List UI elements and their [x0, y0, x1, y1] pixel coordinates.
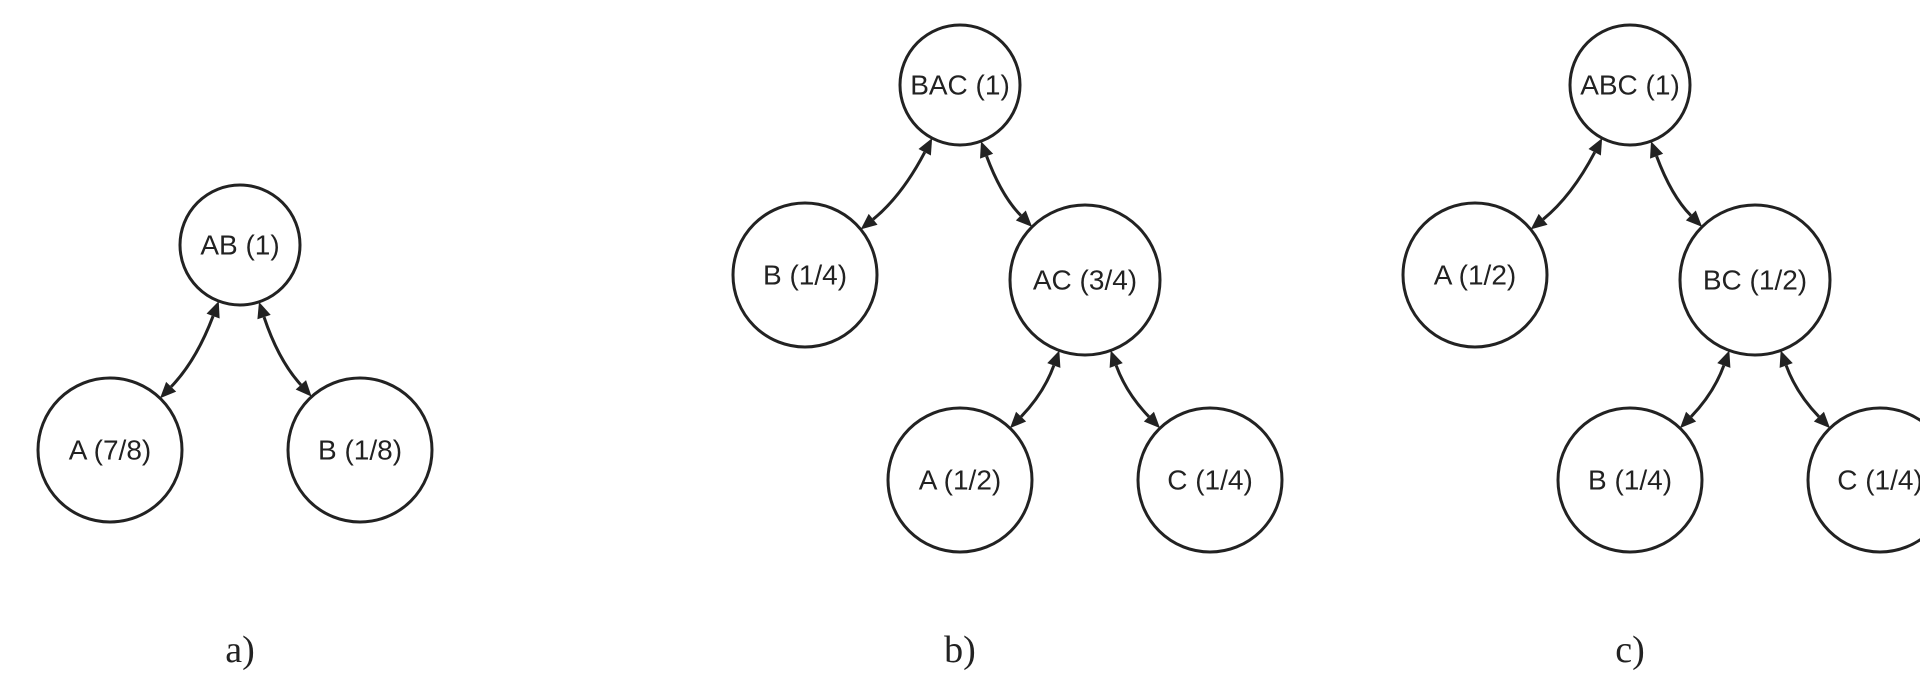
- tree-node: B (1/4): [1558, 408, 1702, 552]
- nodes: AB (1) A (7/8) B (1/8): [38, 185, 432, 522]
- node-label: AB (1): [200, 230, 279, 261]
- tree-node: B (1/8): [288, 378, 432, 522]
- node-label: BC (1/2): [1703, 265, 1807, 296]
- tree-node: A (1/2): [888, 408, 1032, 552]
- tree-node: BAC (1): [900, 25, 1020, 145]
- node-label: AC (3/4): [1033, 265, 1137, 296]
- panel-caption: b): [944, 629, 976, 671]
- tree-edge: [1021, 365, 1054, 416]
- panel-caption: a): [225, 629, 255, 671]
- arrowhead: [1717, 350, 1730, 367]
- panel-caption: c): [1615, 629, 1645, 671]
- tree-node: A (7/8): [38, 378, 182, 522]
- tree-edge: [264, 317, 301, 385]
- tree-node: B (1/4): [733, 203, 877, 347]
- node-label: C (1/4): [1837, 465, 1920, 496]
- arrowhead: [1110, 350, 1123, 367]
- tree-edge: [1691, 365, 1724, 416]
- tree-node: A (1/2): [1403, 203, 1547, 347]
- tree-node: C (1/4): [1138, 408, 1282, 552]
- panel-c: ABC (1) A (1/2) BC (1/2) B (1/4) C (1/4) c): [1403, 25, 1920, 671]
- tree-node: BC (1/2): [1680, 205, 1830, 355]
- node-label: B (1/4): [763, 260, 847, 291]
- node-label: A (7/8): [69, 435, 151, 466]
- tree-node: C (1/4): [1808, 408, 1920, 552]
- edges: [160, 301, 312, 398]
- tree-edge: [1116, 365, 1149, 416]
- node-label: ABC (1): [1580, 70, 1680, 101]
- arrowhead: [1780, 350, 1793, 367]
- node-label: BAC (1): [910, 70, 1010, 101]
- tree-edge: [1657, 156, 1691, 215]
- node-label: A (1/2): [1434, 260, 1516, 291]
- arrowhead: [1047, 350, 1060, 367]
- panel-b: BAC (1) B (1/4) AC (3/4) A (1/2) C (1/4) b): [733, 25, 1282, 671]
- node-label: C (1/4): [1167, 465, 1253, 496]
- node-label: B (1/8): [318, 435, 402, 466]
- tree-edge: [1786, 365, 1819, 416]
- arrowhead: [257, 302, 270, 319]
- tree-edge: [1543, 152, 1595, 219]
- panel-a: AB (1) A (7/8) B (1/8) a): [38, 185, 432, 671]
- tree-node: AC (3/4): [1010, 205, 1160, 355]
- arrowhead: [207, 301, 220, 318]
- node-label: B (1/4): [1588, 465, 1672, 496]
- arrowhead: [980, 141, 993, 158]
- node-label: A (1/2): [919, 465, 1001, 496]
- tree-edge: [987, 156, 1021, 215]
- tree-node: ABC (1): [1570, 25, 1690, 145]
- nodes: BAC (1) B (1/4) AC (3/4) A (1/2) C (1/4): [733, 25, 1282, 552]
- tree-node: AB (1): [180, 185, 300, 305]
- nodes: ABC (1) A (1/2) BC (1/2) B (1/4) C (1/4): [1403, 25, 1920, 552]
- arrowhead: [1650, 141, 1663, 158]
- tree-edge: [171, 316, 213, 387]
- tree-edge: [873, 152, 925, 219]
- tree-diagram-figure: AB (1) A (7/8) B (1/8) a) BAC (1) B (1/4) AC (…: [0, 0, 1920, 694]
